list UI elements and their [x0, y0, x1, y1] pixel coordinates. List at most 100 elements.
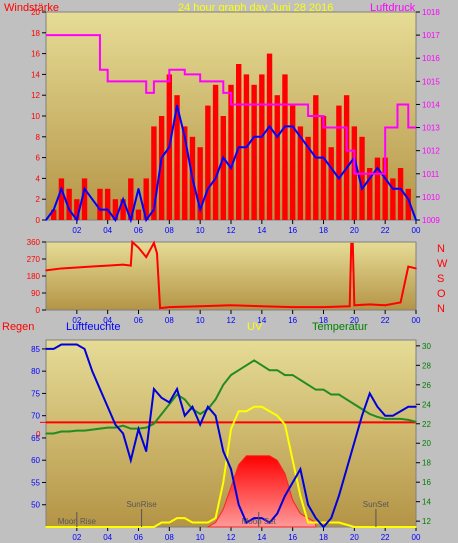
wind-bar: [397, 168, 404, 220]
gust-point: [122, 198, 124, 200]
temperature-series-point: [399, 418, 402, 420]
wind-left-tick-label: 12: [31, 91, 40, 100]
humidity-series-point: [137, 428, 140, 430]
climate-x-tick-label: 18: [319, 533, 328, 542]
direction-point: [129, 264, 132, 267]
humidity-series-point: [76, 343, 78, 346]
direction-point: [145, 256, 148, 258]
direction-x-tick-label: 14: [257, 316, 266, 325]
humidity-series-point: [207, 405, 209, 408]
gust-point: [199, 208, 201, 211]
climate-x-tick-label: 02: [72, 533, 81, 542]
gust-point: [261, 136, 263, 138]
direction-left-tick-label: 90: [31, 289, 40, 298]
rain-zero-tick: 0: [36, 430, 41, 439]
gust-point: [345, 167, 348, 169]
uv-series-point: [322, 521, 325, 524]
temperature-series-point: [91, 428, 94, 431]
wind-x-tick-label: 16: [288, 226, 297, 235]
wind-right-tick-label: 1014: [422, 100, 440, 109]
wind-left-tick-label: 20: [31, 8, 40, 17]
temperature-series-point: [268, 369, 271, 371]
climate-x-tick-label: 00: [412, 533, 421, 542]
gust-point: [384, 177, 386, 180]
temperature-series-point: [392, 418, 394, 420]
climate-left-tick-label: 55: [31, 478, 40, 487]
uv-series-point: [276, 414, 279, 417]
direction-panel-background: [45, 241, 417, 311]
temperature-series-point: [291, 374, 294, 376]
wind-bar: [236, 64, 242, 220]
direction-point: [156, 252, 158, 255]
annotation-label: Moon Set: [242, 517, 277, 526]
wind-x-tick-label: 22: [381, 226, 390, 235]
temperature-series-point: [45, 432, 47, 435]
uv-series-point: [291, 459, 294, 462]
humidity-series-point: [268, 521, 271, 524]
climate-x-tick-label: 06: [134, 533, 143, 542]
wind-x-tick-label: 12: [227, 226, 236, 235]
climate-right-tick-label: 16: [422, 478, 431, 487]
wind-bar: [182, 126, 188, 220]
temperature-series-point: [122, 424, 124, 427]
direction-point: [76, 266, 78, 269]
direction-point: [351, 243, 354, 245]
gust-point: [322, 156, 325, 159]
humidity-series-point: [353, 441, 356, 444]
wind-x-tick-label: 00: [412, 226, 421, 235]
wind-left-tick-label: 6: [36, 154, 41, 163]
uv-series-point: [45, 526, 47, 528]
gust-point: [114, 219, 117, 221]
humidity-series-point: [99, 388, 101, 390]
temperature-series-point: [230, 374, 232, 376]
climate-chart: 50 55 60 65 70 75 80 85 12 14 16 18 20 22 24 26 28 30 02 04…: [31, 342, 431, 542]
wind-bar: [128, 178, 134, 220]
gust-point: [183, 136, 186, 138]
direction-point: [399, 301, 402, 304]
direction-x-tick-label: 16: [288, 316, 297, 325]
temperature-series-point: [245, 364, 248, 367]
wind-bar: [174, 95, 180, 220]
temperature-series-point: [99, 427, 101, 430]
annotation-label: SunSet: [363, 500, 390, 509]
humidity-series-point: [261, 517, 263, 519]
direction-point: [322, 306, 325, 308]
wind-left-tick-label: 14: [31, 70, 40, 79]
humidity-series-point: [68, 343, 70, 346]
compass-n-bottom: N: [437, 303, 445, 315]
temperature-series-point: [145, 426, 148, 429]
gust-point: [407, 198, 410, 200]
climate-left-tick-label: 70: [31, 412, 40, 421]
annotation-label: SunRise: [126, 500, 157, 509]
climate-right-tick-label: 12: [422, 517, 431, 526]
direction-point: [384, 304, 386, 307]
temperature-series-point: [261, 364, 263, 367]
humidity-series-point: [91, 370, 94, 372]
temperature-label: Temperatur: [312, 321, 368, 333]
climate-right-tick-label: 30: [422, 342, 431, 351]
direction-point: [106, 264, 109, 267]
uv-series-point: [183, 517, 186, 519]
wind-bar: [274, 95, 280, 220]
temperature-series-point: [160, 413, 163, 415]
wind-left-tick-label: 10: [31, 112, 40, 121]
direction-x-tick-label: 02: [72, 316, 81, 325]
temperature-series-point: [183, 398, 186, 401]
direction-x-tick-label: 08: [165, 316, 174, 325]
wind-bar: [343, 95, 350, 220]
solar-area: [206, 455, 317, 528]
gust-point: [52, 208, 55, 211]
gust-point: [153, 208, 155, 211]
humidity-series-point: [330, 517, 333, 519]
gust-point: [168, 146, 171, 148]
wind-bar: [367, 168, 373, 220]
temperature-series-point: [276, 369, 279, 371]
gust-point: [106, 208, 109, 211]
humidity-series-point: [237, 503, 240, 506]
uv-series-point: [268, 410, 271, 413]
climate-right-tick-label: 14: [422, 498, 431, 507]
wind-right-tick-label: 1012: [422, 147, 440, 156]
climate-x-tick-label: 14: [257, 533, 266, 542]
temperature-series-point: [129, 427, 132, 430]
direction-point: [159, 307, 161, 309]
